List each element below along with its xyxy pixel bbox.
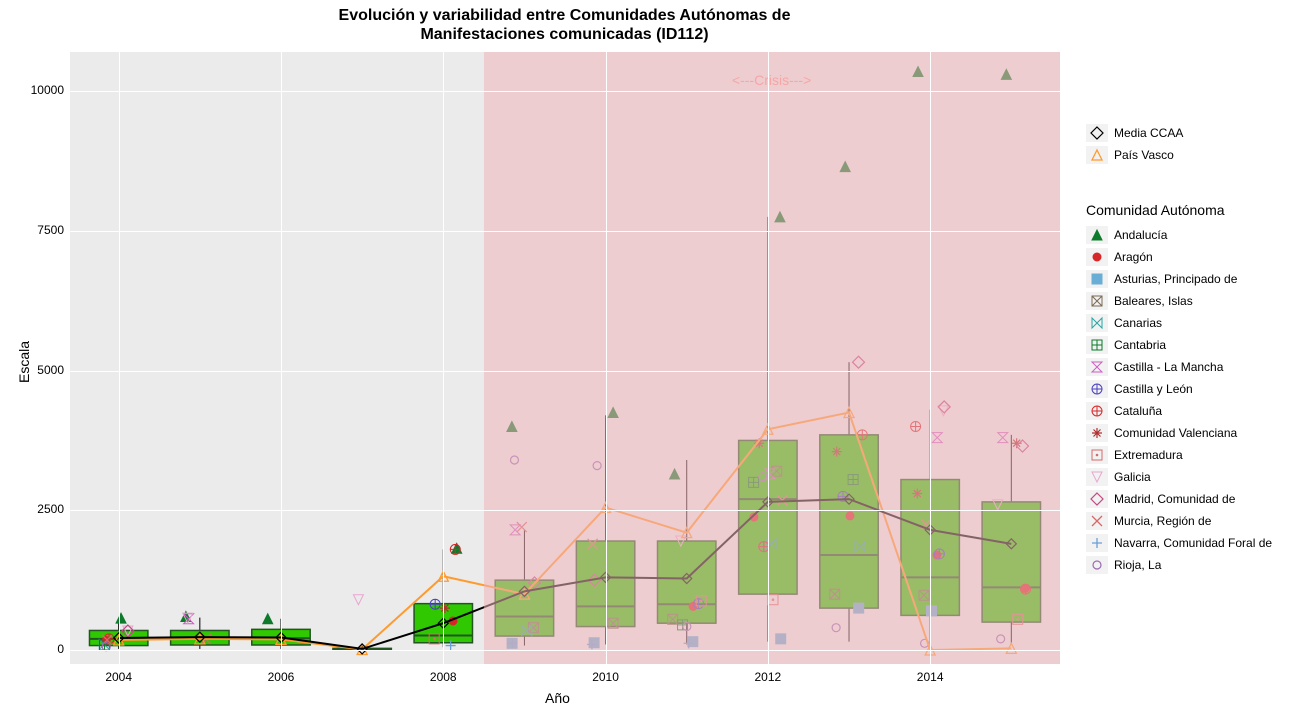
legend-item: Navarra, Comunidad Foral de	[1086, 532, 1272, 554]
legend-label: Media CCAA	[1114, 126, 1183, 140]
legend-item: Castilla - La Mancha	[1086, 356, 1272, 378]
legend-label: Extremadura	[1114, 448, 1183, 462]
legend-label: Galicia	[1114, 470, 1151, 484]
title-line-1: Evolución y variabilidad entre Comunidad…	[339, 7, 791, 24]
legend-item: Baleares, Islas	[1086, 290, 1272, 312]
legend-title: Comunidad Autónoma	[1086, 202, 1272, 218]
legend-label: Baleares, Islas	[1114, 294, 1193, 308]
title-line-2: Manifestaciones comunicadas (ID112)	[420, 26, 708, 43]
legend-label: Castilla - La Mancha	[1114, 360, 1223, 374]
legend-item: Cantabria	[1086, 334, 1272, 356]
legend-communities: Comunidad Autónoma Andalucía Aragón Asturia…	[1086, 202, 1272, 576]
x-tick-label: 2008	[423, 670, 463, 684]
legend-label: País Vasco	[1114, 148, 1174, 162]
legend-label: Castilla y León	[1114, 382, 1193, 396]
chart-title: Evolución y variabilidad entre Comunidad…	[60, 6, 1069, 44]
legend-item: Galicia	[1086, 466, 1272, 488]
legend-label: Madrid, Comunidad de	[1114, 492, 1235, 506]
legend-label: Murcia, Región de	[1114, 514, 1211, 528]
legend-label: Comunidad Valenciana	[1114, 426, 1237, 440]
crisis-region	[484, 52, 1060, 664]
y-tick-label: 7500	[14, 223, 64, 237]
plot-area: <---Crisis--->	[70, 52, 1060, 664]
x-tick-label: 2010	[586, 670, 626, 684]
legend-lines: Media CCAA País Vasco	[1086, 122, 1183, 166]
legend-item: Andalucía	[1086, 224, 1272, 246]
legend-label: Canarias	[1114, 316, 1162, 330]
y-tick-label: 0	[14, 642, 64, 656]
x-tick-label: 2006	[261, 670, 301, 684]
x-axis-label: Año	[545, 690, 570, 706]
legend-item: Murcia, Región de	[1086, 510, 1272, 532]
legend-item: Madrid, Comunidad de	[1086, 488, 1272, 510]
legend-label: Cantabria	[1114, 338, 1166, 352]
chart-container: Evolución y variabilidad entre Comunidad…	[0, 0, 1299, 710]
y-tick-label: 2500	[14, 502, 64, 516]
legend-item: Extremadura	[1086, 444, 1272, 466]
legend-item: Comunidad Valenciana	[1086, 422, 1272, 444]
y-axis-label: Escala	[16, 341, 32, 383]
legend-item: Aragón	[1086, 246, 1272, 268]
legend-label: Aragón	[1114, 250, 1153, 264]
x-tick-label: 2012	[748, 670, 788, 684]
crisis-label: <---Crisis--->	[732, 72, 811, 88]
legend-item: Canarias	[1086, 312, 1272, 334]
legend-item: Asturias, Principado de	[1086, 268, 1272, 290]
legend-label: Rioja, La	[1114, 558, 1161, 572]
legend-label: Navarra, Comunidad Foral de	[1114, 536, 1272, 550]
y-tick-label: 10000	[14, 83, 64, 97]
legend-label: Asturias, Principado de	[1114, 272, 1237, 286]
legend-label: Cataluña	[1114, 404, 1162, 418]
legend-item: Cataluña	[1086, 400, 1272, 422]
legend-item: Castilla y León	[1086, 378, 1272, 400]
legend-item: País Vasco	[1086, 144, 1183, 166]
legend-item: Media CCAA	[1086, 122, 1183, 144]
legend-item: Rioja, La	[1086, 554, 1272, 576]
x-tick-label: 2014	[910, 670, 950, 684]
x-tick-label: 2004	[99, 670, 139, 684]
legend-label: Andalucía	[1114, 228, 1167, 242]
